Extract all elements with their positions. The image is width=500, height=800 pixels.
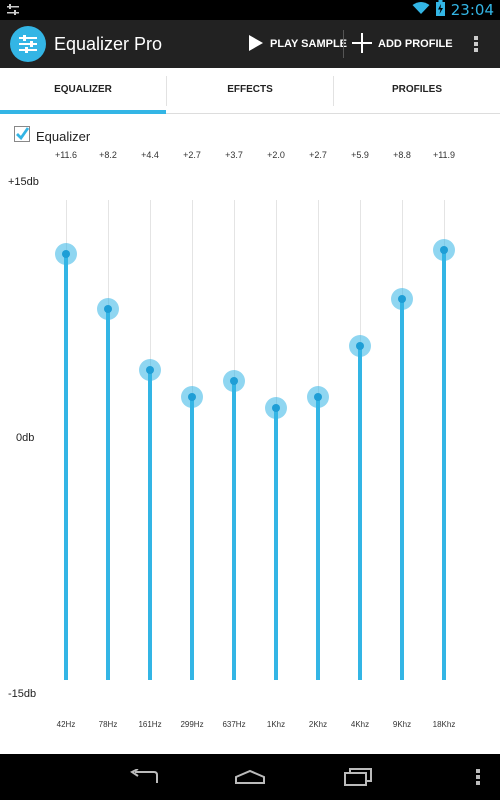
band-slider-thumb[interactable] (181, 385, 203, 408)
band-frequency-label: 1Khz (266, 720, 286, 729)
band-slider-fill (232, 380, 236, 680)
band-frequency-label: 18Khz (432, 720, 456, 729)
band-frequency-label: 9Khz (392, 720, 412, 729)
band-frequency-label: 2Khz (308, 720, 328, 729)
tab-effects[interactable]: EFFECTS (227, 84, 273, 95)
band-frequency-label: 78Hz (98, 720, 118, 729)
play-sample-button[interactable]: PLAY SAMPLE (248, 20, 347, 68)
band-value-label: +4.4 (141, 150, 159, 160)
band-value-label: +8.8 (393, 150, 411, 160)
band-slider-fill (274, 408, 278, 680)
recent-apps-icon[interactable] (334, 754, 382, 800)
db-min-label: -15db (8, 688, 37, 700)
band-slider-thumb[interactable] (433, 238, 455, 261)
overflow-menu-icon[interactable] (466, 20, 486, 68)
battery-charging-icon (435, 0, 445, 21)
plus-icon (352, 32, 372, 56)
band-slider-fill (316, 396, 320, 680)
action-bar: Equalizer Pro PLAY SAMPLE ADD PROFILE (0, 20, 500, 68)
menu-icon[interactable] (470, 754, 486, 800)
app-title: Equalizer Pro (54, 34, 163, 54)
band-slider-fill (190, 396, 194, 680)
band-slider-thumb[interactable] (391, 288, 413, 311)
band-slider-thumb-dot (188, 392, 196, 401)
band-slider-fill (400, 299, 404, 680)
db-zero-label: 0db (16, 432, 35, 444)
band-slider-thumb-dot (62, 250, 70, 259)
home-icon[interactable] (226, 754, 274, 800)
checkbox-checked-icon[interactable] (14, 125, 30, 147)
tab-bar: EQUALIZER EFFECTS PROFILES (0, 68, 500, 114)
band-slider-thumb[interactable] (307, 385, 329, 408)
band-slider-thumb-dot (314, 392, 322, 401)
action-divider (343, 30, 344, 58)
band-value-label: +11.6 (54, 150, 78, 160)
band-slider-thumb[interactable] (55, 243, 77, 266)
band-value-label: +5.9 (351, 150, 369, 160)
add-profile-label: ADD PROFILE (378, 38, 453, 50)
band-frequency-label: 637Hz (222, 720, 246, 729)
band-slider-fill (64, 254, 68, 680)
db-max-label: +15db (8, 176, 39, 188)
tab-equalizer[interactable]: EQUALIZER (54, 84, 112, 95)
band-slider-thumb-dot (104, 304, 112, 313)
band-value-label: +8.2 (99, 150, 117, 160)
band-slider-thumb[interactable] (97, 297, 119, 320)
equalizer-panel: Equalizer +15db 0db -15db +11.6 42Hz +8.2 7… (0, 114, 500, 754)
tab-selected-indicator (0, 110, 166, 114)
equalizer-notification-icon (6, 3, 20, 22)
band-slider-thumb[interactable] (223, 369, 245, 392)
band-value-label: +2.7 (183, 150, 201, 160)
band-slider-thumb-dot (146, 365, 154, 374)
band-value-label: +3.7 (225, 150, 243, 160)
band-value-label: +11.9 (432, 150, 456, 160)
band-slider-thumb-dot (272, 404, 280, 412)
equalizer-app-icon[interactable] (10, 26, 46, 62)
band-slider-thumb-dot (230, 376, 238, 385)
band-slider-thumb[interactable] (139, 358, 161, 381)
play-icon (248, 34, 264, 55)
band-slider-thumb[interactable] (349, 334, 371, 357)
wifi-icon (412, 1, 430, 20)
tab-separator (166, 76, 167, 106)
band-slider-fill (106, 308, 110, 680)
equalizer-enable-checkbox[interactable]: Equalizer (14, 125, 91, 147)
band-slider-fill (442, 249, 446, 680)
navigation-bar (0, 754, 500, 800)
add-profile-button[interactable]: ADD PROFILE (352, 20, 453, 68)
band-slider-thumb-dot (440, 245, 448, 254)
band-slider-fill (148, 369, 152, 680)
equalizer-enable-label: Equalizer (36, 128, 91, 144)
tab-profiles[interactable]: PROFILES (391, 84, 442, 95)
play-sample-label: PLAY SAMPLE (270, 38, 348, 50)
band-frequency-label: 299Hz (180, 720, 204, 729)
band-value-label: +2.7 (309, 150, 327, 160)
band-slider-thumb[interactable] (265, 397, 287, 419)
clock: 23:04 (450, 1, 494, 19)
band-slider-thumb-dot (398, 295, 406, 304)
tab-separator (333, 76, 334, 106)
band-frequency-label: 42Hz (56, 720, 76, 729)
band-slider-fill (358, 345, 362, 680)
band-slider-thumb-dot (356, 341, 364, 350)
band-frequency-label: 4Khz (350, 720, 370, 729)
status-bar: 23:04 (0, 0, 500, 20)
band-value-label: +2.0 (267, 150, 285, 160)
back-icon[interactable] (120, 754, 168, 800)
band-frequency-label: 161Hz (138, 720, 162, 729)
